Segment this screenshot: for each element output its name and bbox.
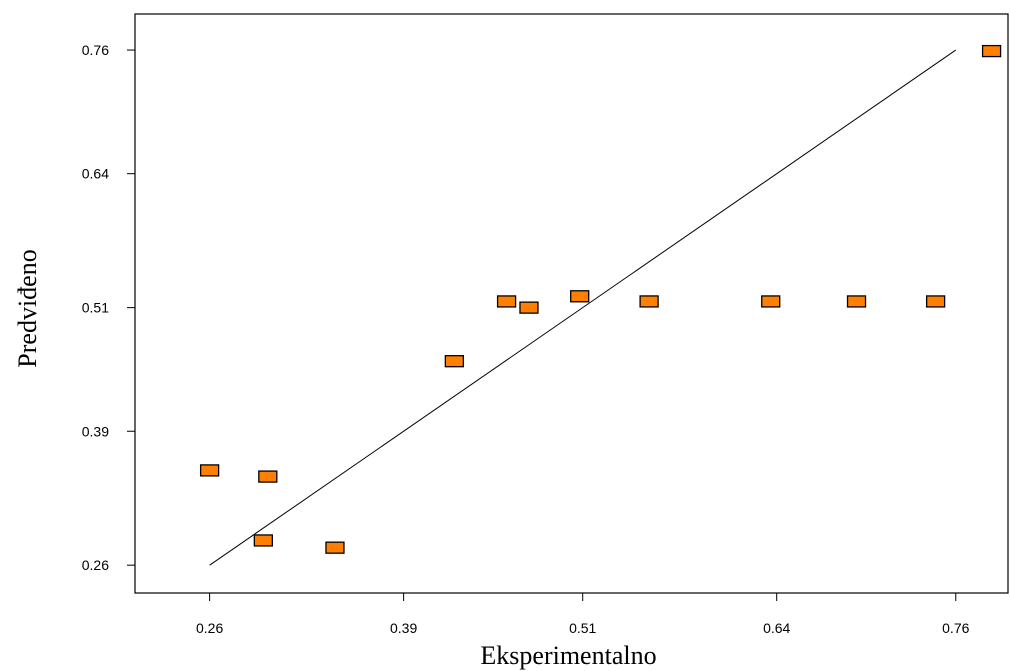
data-point-marker — [519, 301, 539, 314]
y-tick-label: 0.39 — [82, 423, 109, 439]
data-point-marker — [925, 295, 946, 308]
x-tick-label: 0.26 — [196, 620, 223, 636]
data-point-marker — [253, 534, 273, 547]
data-point-marker — [981, 44, 1002, 58]
plot-contents — [199, 44, 1002, 566]
plot-area-border — [134, 13, 1009, 594]
y-tick-label: 0.51 — [82, 300, 109, 316]
data-point-marker — [570, 290, 590, 303]
y-axis-ticks: 0.26 0.39 0.51 0.64 0.76 — [82, 42, 135, 573]
x-axis-title: Eksperimentalno — [480, 641, 656, 670]
y-tick-label: 0.76 — [82, 42, 109, 58]
x-tick-label: 0.76 — [942, 620, 969, 636]
y-axis-title: Predviđeno — [13, 249, 42, 367]
data-point-marker — [199, 464, 220, 477]
data-point-marker — [496, 295, 517, 308]
data-point-marker — [846, 295, 867, 308]
y-tick-label: 0.64 — [82, 166, 109, 182]
fit-line — [209, 49, 957, 566]
x-tick-label: 0.64 — [763, 620, 790, 636]
y-tick-label: 0.26 — [82, 557, 109, 573]
data-point-marker — [444, 355, 465, 368]
data-points — [199, 44, 1002, 554]
x-tick-label: 0.39 — [390, 620, 417, 636]
data-point-marker — [761, 295, 781, 308]
x-axis-ticks: 0.26 0.39 0.51 0.64 0.76 — [196, 593, 970, 636]
data-point-marker — [639, 295, 659, 308]
x-tick-label: 0.51 — [569, 620, 596, 636]
data-point-marker — [258, 470, 278, 483]
data-point-marker — [325, 541, 345, 554]
